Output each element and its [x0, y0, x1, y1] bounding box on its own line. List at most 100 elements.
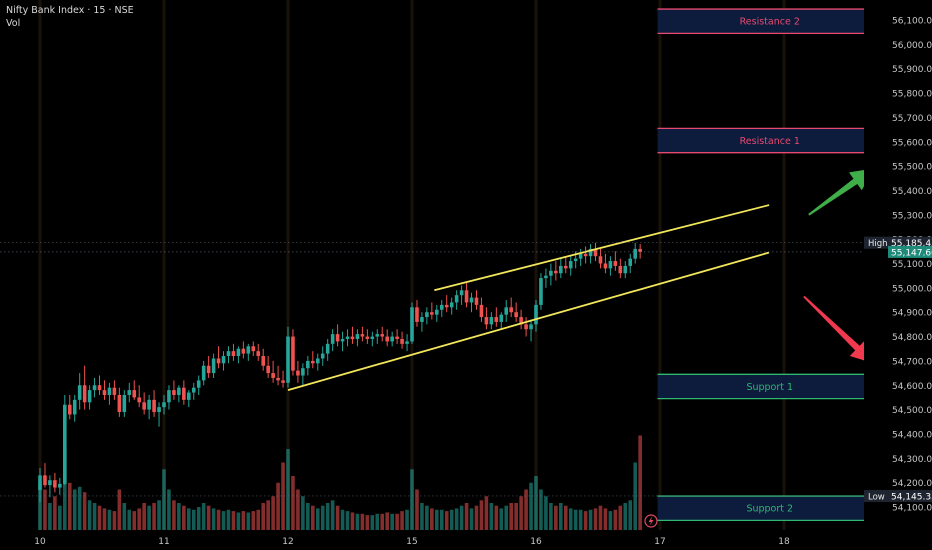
- candle-body-86: [464, 290, 469, 303]
- candle-body-64: [355, 334, 360, 339]
- price-tick-10: 55,100.00: [892, 260, 932, 270]
- candle-body-40: [236, 348, 241, 357]
- volume-bar-73: [400, 511, 404, 530]
- volume-bar-80: [435, 509, 439, 530]
- volume-bar-92: [494, 505, 499, 530]
- candle-body-104: [554, 270, 558, 274]
- candle-body-67: [370, 336, 375, 339]
- volume-bar-28: [177, 503, 181, 530]
- arrow-up-0: [808, 168, 874, 216]
- volume-bar-89: [479, 500, 484, 530]
- volume-bar-30: [187, 508, 191, 530]
- volume-bar-111: [588, 509, 593, 530]
- volume-bar-101: [539, 489, 543, 530]
- candle-body-77: [420, 317, 424, 322]
- candle-body-4: [58, 483, 62, 488]
- volume-bar-49: [281, 462, 285, 530]
- volume-bar-87: [469, 508, 474, 530]
- price-tick-8: 55,300.00: [892, 211, 932, 221]
- candle-body-2: [48, 480, 52, 486]
- candle-body-46: [266, 365, 270, 374]
- candle-body-31: [191, 387, 196, 393]
- volume-bars: [38, 435, 642, 530]
- volume-bar-108: [573, 509, 578, 530]
- volume-bar-102: [544, 496, 548, 530]
- volume-bar-100: [534, 476, 538, 530]
- candle-body-91: [489, 317, 494, 325]
- zone-label-0: Resistance 2: [740, 17, 800, 28]
- candle-body-20: [137, 397, 141, 403]
- volume-bar-86: [464, 503, 469, 530]
- volume-bar-22: [147, 505, 151, 530]
- lightning-icon[interactable]: [644, 514, 658, 528]
- candle-body-117: [618, 265, 623, 274]
- candle-body-60: [335, 334, 340, 342]
- volume-bar-3: [53, 496, 57, 530]
- volume-bar-77: [420, 503, 424, 530]
- candle-body-0: [38, 475, 42, 490]
- candle-body-72: [395, 336, 399, 339]
- chart-legend: Nifty Bank Index · 15 · NSE Vol: [6, 4, 134, 30]
- candle-body-97: [519, 317, 523, 325]
- candle-body-11: [92, 385, 97, 391]
- price-tick-16: 54,500.00: [892, 406, 932, 416]
- volume-bar-60: [335, 505, 340, 530]
- candle-body-6: [67, 404, 72, 415]
- candle-body-98: [524, 324, 528, 330]
- volume-bar-69: [380, 513, 385, 530]
- volume-label[interactable]: Vol: [6, 18, 21, 29]
- volume-bar-39: [231, 511, 236, 530]
- candle-body-43: [251, 346, 256, 352]
- volume-bar-91: [489, 503, 494, 530]
- volume-bar-63: [350, 512, 355, 530]
- time-tick-3: 15: [406, 537, 417, 547]
- candle-body-107: [568, 261, 573, 269]
- candle-body-87: [469, 297, 474, 303]
- volume-bar-6: [67, 482, 72, 530]
- candle-body-42: [246, 346, 251, 354]
- volume-bar-27: [172, 500, 176, 530]
- price-tick-6: 55,500.00: [892, 163, 932, 173]
- volume-bar-35: [211, 508, 216, 530]
- candle-body-113: [598, 256, 603, 264]
- candle-body-41: [241, 348, 246, 354]
- price-tick-20: 54,100.00: [892, 504, 932, 514]
- price-tick-12: 54,900.00: [892, 309, 932, 319]
- volume-bar-95: [509, 503, 513, 530]
- volume-bar-29: [182, 505, 186, 530]
- volume-bar-72: [395, 513, 399, 530]
- candle-body-38: [226, 351, 231, 357]
- marker-tag-0: High: [868, 239, 888, 249]
- volume-bar-5: [63, 446, 67, 530]
- price-tick-4: 55,700.00: [892, 114, 932, 124]
- volume-bar-90: [484, 496, 489, 530]
- candle-body-58: [325, 343, 330, 354]
- volume-bar-96: [514, 503, 518, 530]
- candle-body-105: [559, 265, 563, 274]
- candle-body-37: [221, 356, 226, 364]
- volume-bar-46: [266, 500, 270, 530]
- session-separator-2: [286, 0, 290, 530]
- symbol-title[interactable]: Nifty Bank Index · 15 · NSE: [6, 5, 134, 16]
- session-separator-3: [410, 0, 414, 530]
- candle-body-73: [400, 338, 404, 344]
- time-tick-1: 11: [158, 537, 169, 547]
- candle-body-15: [112, 387, 117, 395]
- candle-body-10: [87, 390, 92, 403]
- volume-bar-55: [311, 505, 315, 530]
- volume-bar-103: [549, 503, 553, 530]
- candle-body-62: [345, 336, 350, 339]
- candle-body-29: [182, 387, 186, 400]
- volume-bar-26: [167, 489, 171, 530]
- price-tick-13: 54,800.00: [892, 333, 932, 343]
- volume-bar-84: [454, 508, 459, 530]
- candle-body-27: [172, 390, 176, 395]
- candle-body-59: [330, 334, 335, 344]
- candle-body-70: [385, 336, 389, 342]
- price-candles: [38, 242, 642, 503]
- volume-bar-116: [613, 509, 618, 530]
- price-axis-bg: [864, 0, 932, 550]
- volume-bar-113: [598, 505, 603, 530]
